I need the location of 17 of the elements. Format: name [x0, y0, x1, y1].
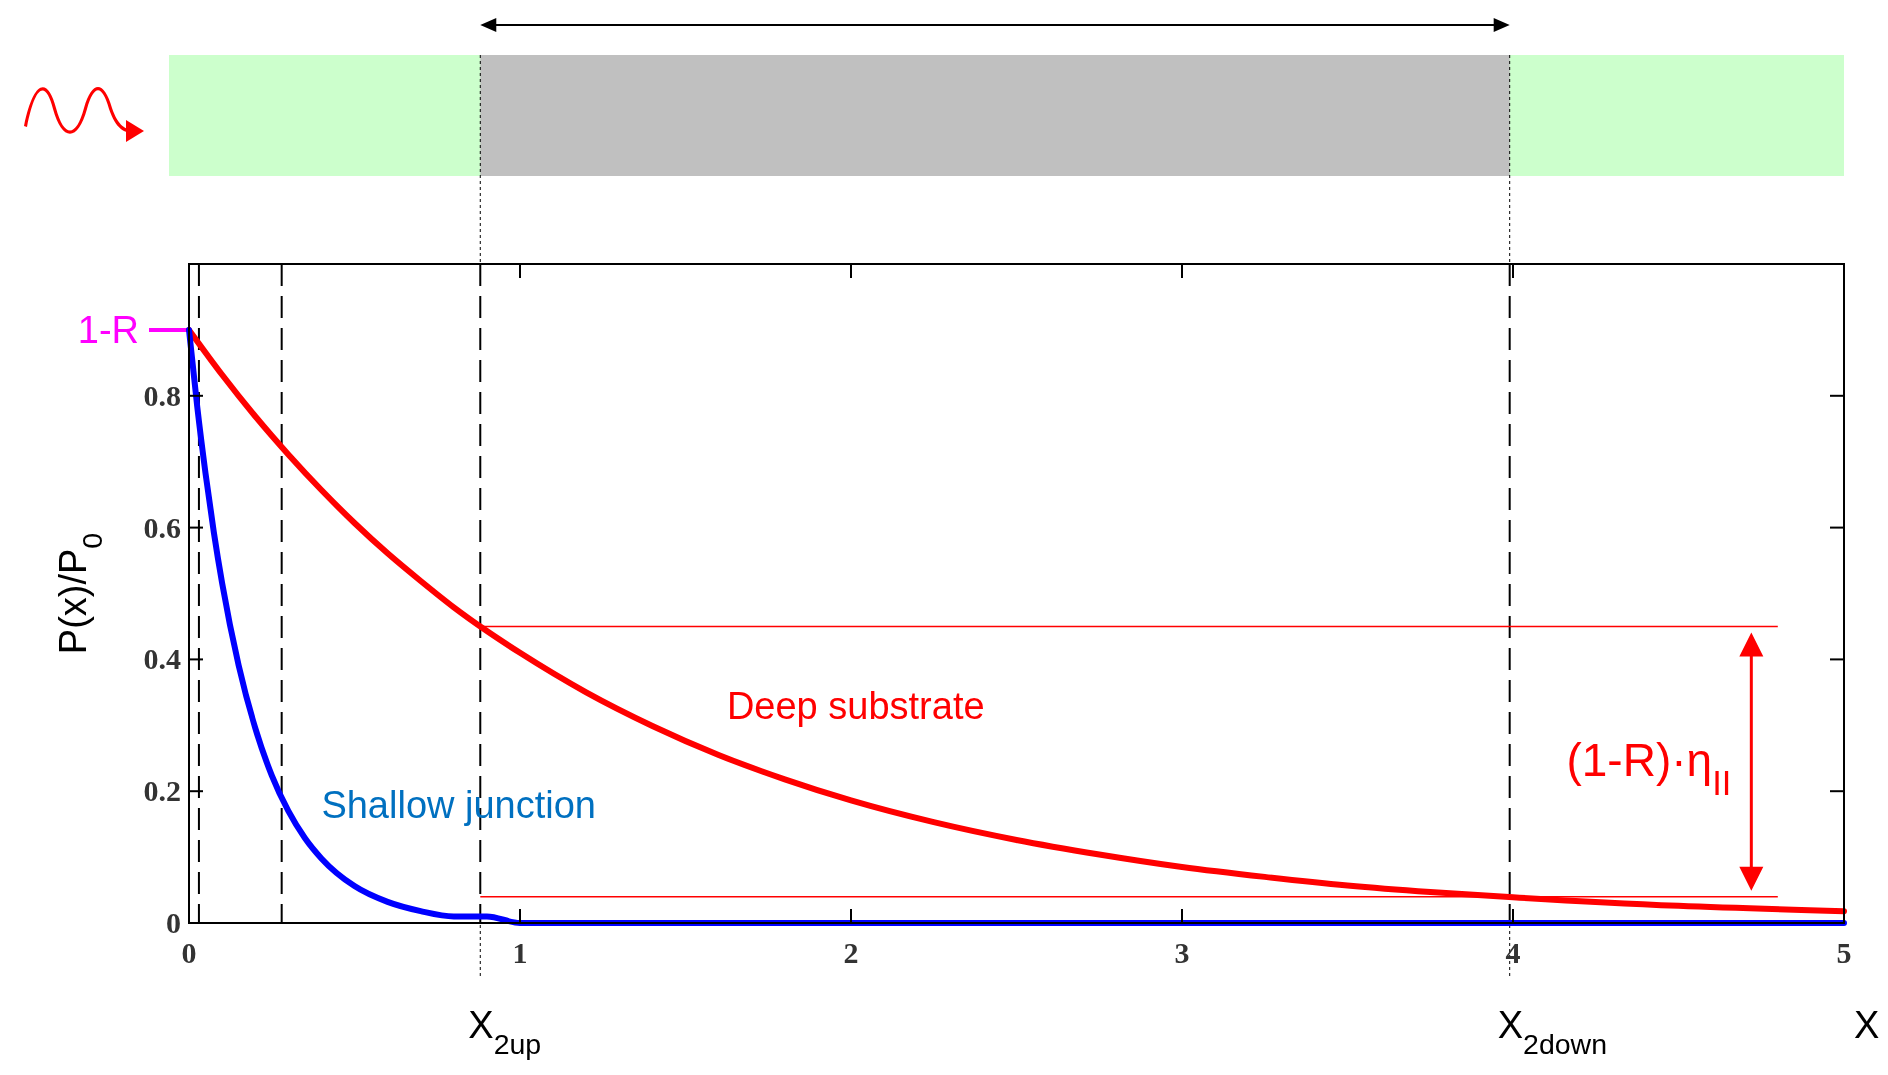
series-label: Deep substrate: [726, 684, 985, 727]
ref-line-label: X$_{2up}$: [468, 1004, 542, 1060]
y-tick-label: 0.8: [143, 378, 181, 412]
y-tick-label: 0.6: [143, 510, 181, 544]
x-tick-label: 3: [1174, 936, 1190, 969]
y-tick-label: 0.2: [143, 774, 181, 808]
x-tick-label: 2: [843, 936, 859, 969]
annotation: (1-R)·η$_{II}$: [1566, 733, 1732, 802]
x-tick-label: 5: [1836, 936, 1852, 969]
y-tick-label: 0: [166, 906, 181, 939]
x-tick-label: 4: [1505, 936, 1521, 969]
x-axis-title: X: [1854, 1004, 1880, 1046]
ref-line-label: 1-R: [77, 308, 139, 351]
y-tick-label: 0.4: [143, 642, 181, 676]
legend-label: X$_{2down}$: [1497, 1004, 1608, 1060]
x-tick-label: 1: [512, 936, 528, 969]
series-label: Shallow junction: [321, 783, 597, 826]
